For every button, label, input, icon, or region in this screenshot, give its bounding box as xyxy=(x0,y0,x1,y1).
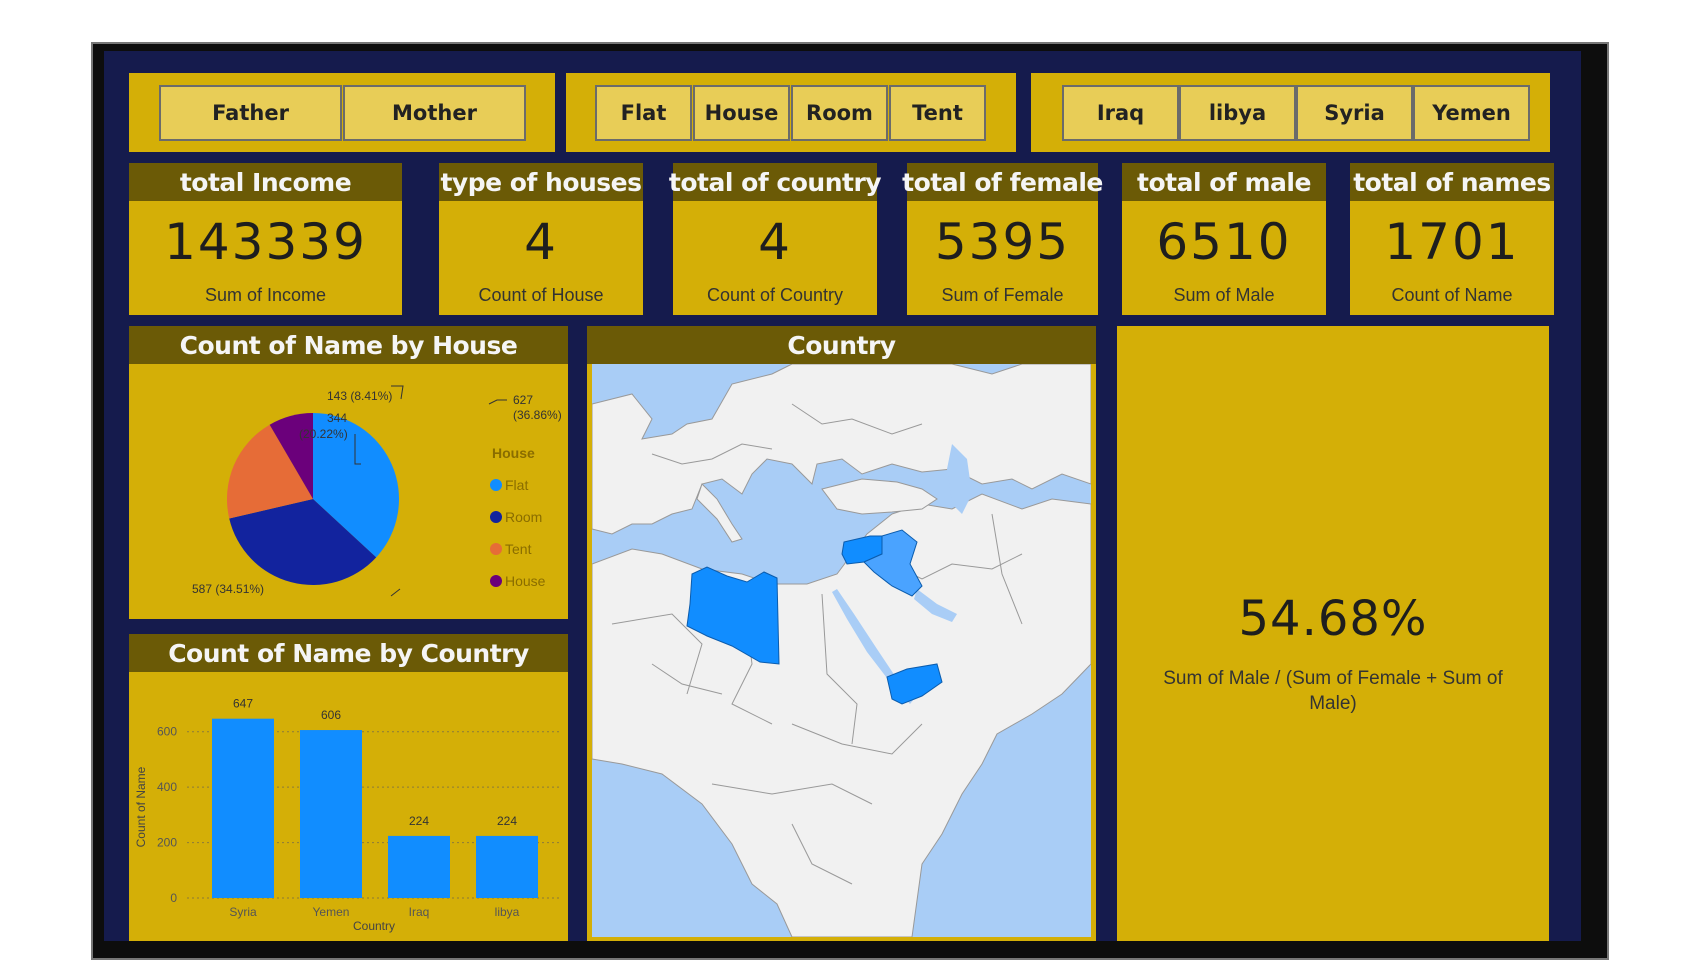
legend-title: House xyxy=(492,445,535,461)
legend-label-room[interactable]: Room xyxy=(505,509,542,525)
pie-slice-house[interactable] xyxy=(269,413,313,499)
card-title: total of male xyxy=(1122,163,1326,201)
bar-chart-panel: Count of Name by Country 0 200 400 600 647 S… xyxy=(129,634,568,941)
card-title: total of female xyxy=(902,163,1103,201)
data-label-yemen: 606 xyxy=(321,708,341,722)
card-caption: Sum of Income xyxy=(204,285,327,305)
bar-chart[interactable]: 0 200 400 600 647 Syria 606 Yemen 224 Iraq 224 lib… xyxy=(129,672,568,941)
data-label-iraq: 224 xyxy=(409,814,429,828)
card-total-of-female: total of female 5395 Sum of Female xyxy=(902,163,1103,315)
legend-swatch-room xyxy=(490,511,502,523)
pie-chart-title: Count of Name by House xyxy=(129,326,568,364)
slicer-parent-father[interactable]: Father xyxy=(159,85,342,141)
card-caption: Count of House xyxy=(478,285,604,305)
card-caption: Sum of Female xyxy=(941,285,1064,305)
map-panel: Country xyxy=(587,326,1096,941)
bar-iraq[interactable] xyxy=(388,835,450,898)
x-tick-label-libya: libya xyxy=(495,905,520,919)
x-tick-label-yemen: Yemen xyxy=(313,905,350,919)
card-value: 5395 xyxy=(934,213,1071,271)
y-tick-label: 600 xyxy=(157,725,177,739)
bar-chart-title: Count of Name by Country xyxy=(129,634,568,672)
slicer-house-house[interactable]: House xyxy=(693,85,790,141)
card-caption: Count of Country xyxy=(706,285,844,305)
pie-label-flat: 627 xyxy=(513,393,533,407)
pie-label-tent: 344 xyxy=(327,411,347,425)
card-total-of-names: total of names 1701 Count of Name xyxy=(1350,163,1554,315)
map-title: Country xyxy=(587,326,1096,364)
map-country-libya[interactable] xyxy=(686,566,780,665)
y-axis-label: Count of Name xyxy=(134,766,148,847)
map-land-turkey xyxy=(821,478,938,515)
card-title: total of names xyxy=(1350,163,1554,201)
pie-label-house: 143 (8.41%) xyxy=(327,389,392,403)
slicer-house-tent[interactable]: Tent xyxy=(889,85,986,141)
x-tick-label-iraq: Iraq xyxy=(409,905,430,919)
card-title: total Income xyxy=(129,163,402,201)
bar-yemen[interactable] xyxy=(300,730,362,898)
card-total-of-country: total of country 4 Count of Country xyxy=(669,163,882,315)
slicer-house: Flat House Room Tent xyxy=(566,73,1016,152)
pie-label-tent-pct: (20.22%) xyxy=(299,427,348,441)
data-label-libya: 224 xyxy=(497,814,517,828)
card-total-income: total Income 143339 Sum of Income xyxy=(129,163,402,315)
slicer-country-yemen[interactable]: Yemen xyxy=(1413,85,1530,141)
pie-leader-flat xyxy=(488,399,507,405)
pie-slice-room[interactable] xyxy=(229,499,377,585)
map-caspian xyxy=(947,444,972,514)
map-country-yemen[interactable] xyxy=(886,663,943,705)
card-value: 6510 xyxy=(1156,213,1292,271)
legend-label-tent[interactable]: Tent xyxy=(505,541,532,557)
slicer-parent: Father Mother xyxy=(129,73,555,152)
bar-syria[interactable] xyxy=(212,718,274,898)
slicer-house-room[interactable]: Room xyxy=(791,85,888,141)
x-axis-label: Country xyxy=(353,919,395,933)
card-caption: Count of Name xyxy=(1391,285,1513,305)
pie-leader-house xyxy=(391,385,404,400)
bar-libya[interactable] xyxy=(476,835,538,898)
slicer-country-iraq[interactable]: Iraq xyxy=(1062,85,1179,141)
y-tick-label: 200 xyxy=(157,836,177,850)
slicer-country-libya[interactable]: libya xyxy=(1179,85,1296,141)
card-value: 4 xyxy=(758,213,792,271)
legend-label-flat[interactable]: Flat xyxy=(505,477,528,493)
slicer-parent-mother[interactable]: Mother xyxy=(343,85,526,141)
card-title: total of country xyxy=(669,163,882,201)
y-tick-label: 0 xyxy=(170,891,177,905)
card-value: 4 xyxy=(524,213,558,271)
legend-label-house[interactable]: House xyxy=(505,573,546,589)
pie-chart[interactable]: 627 (36.86%) 587 (34.51%) 344 (20.22%) 1… xyxy=(129,364,568,619)
male-ratio-card: 54.68% Sum of Male / (Sum of Female + Su… xyxy=(1117,326,1549,941)
map-country-iraq[interactable] xyxy=(863,529,923,597)
map-land-italy xyxy=(696,483,743,543)
legend-swatch-flat xyxy=(490,479,502,491)
pie-slice-flat[interactable] xyxy=(313,413,399,558)
y-tick-label: 400 xyxy=(157,780,177,794)
card-caption: Sum of Male xyxy=(1173,285,1275,305)
legend-swatch-tent xyxy=(490,543,502,555)
country-map[interactable] xyxy=(592,364,1091,937)
slicer-house-flat[interactable]: Flat xyxy=(595,85,692,141)
legend-swatch-house xyxy=(490,575,502,587)
pie-label-room: 587 (34.51%) xyxy=(192,582,264,596)
card-total-of-male: total of male 6510 Sum of Male xyxy=(1122,163,1326,315)
slicer-country: Iraq libya Syria Yemen xyxy=(1031,73,1550,152)
pie-chart-panel: Count of Name by House 627 (36.86%) 587 … xyxy=(129,326,568,619)
pie-leader-tent xyxy=(354,434,361,465)
card-value: 1701 xyxy=(1384,213,1520,271)
male-ratio-value: 54.68% xyxy=(1238,591,1428,647)
pie-label-flat-pct: (36.86%) xyxy=(513,408,562,422)
card-title: type of houses xyxy=(439,163,643,201)
data-label-syria: 647 xyxy=(233,697,253,711)
x-tick-label-syria: Syria xyxy=(229,905,257,919)
pie-slice-tent[interactable] xyxy=(227,424,313,519)
card-type-of-houses: type of houses 4 Count of House xyxy=(439,163,643,315)
male-ratio-caption: Sum of Male / (Sum of Female + Sum of Ma… xyxy=(1163,668,1503,714)
pie-leader-room xyxy=(390,588,401,597)
card-value: 143339 xyxy=(164,213,367,271)
slicer-country-syria[interactable]: Syria xyxy=(1296,85,1413,141)
map-persian-gulf xyxy=(914,589,957,622)
